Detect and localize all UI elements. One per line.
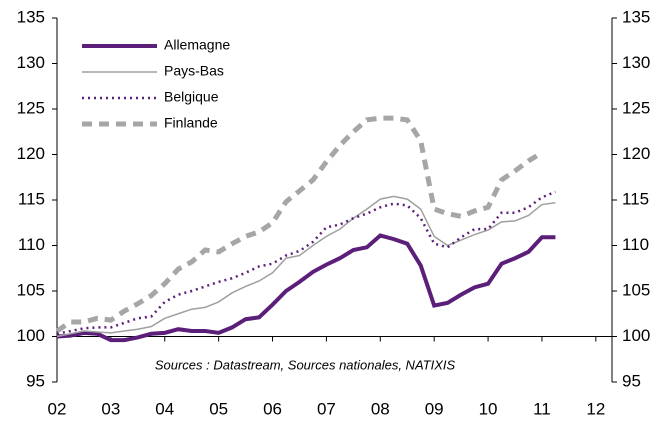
y2-tick-label: 105 — [622, 280, 650, 299]
y-tick-label: 110 — [18, 235, 45, 254]
y2-tick-label: 125 — [622, 98, 650, 117]
y2-tick-label: 120 — [622, 144, 650, 163]
y-tick-label: 100 — [17, 326, 45, 345]
y2-tick-label: 100 — [622, 326, 650, 345]
y-tick-label: 120 — [17, 144, 45, 163]
series-line — [56, 233, 556, 343]
x-tick-label: 04 — [155, 399, 174, 418]
annotation: Sources : Datastream, Sources nationales… — [155, 357, 456, 372]
x-tick-label: 06 — [263, 399, 282, 418]
x-tick-label: 02 — [48, 399, 67, 418]
legend: Allemagne Pays-Bas Belgique Finlande — [82, 37, 230, 131]
x-tick-label: 10 — [479, 399, 498, 418]
legend-label: Allemagne — [164, 37, 230, 53]
y2-tick-label: 110 — [622, 235, 649, 254]
y-tick-label: 95 — [26, 371, 45, 390]
x-tick-label: 05 — [209, 399, 228, 418]
legend-label: Belgique — [164, 89, 219, 105]
x-tick-label: 08 — [371, 399, 390, 418]
series-line — [55, 115, 544, 334]
legend-label: Pays-Bas — [164, 63, 224, 79]
x-tick-label: 11 — [533, 399, 551, 418]
y-tick-label: 115 — [18, 189, 45, 208]
x-tick-label: 03 — [101, 399, 120, 418]
x-tick-label: 09 — [425, 399, 444, 418]
y2-tick-label: 95 — [622, 371, 641, 390]
y2-tick-label: 130 — [622, 53, 650, 72]
y-tick-label: 130 — [17, 53, 45, 72]
y-tick-label: 135 — [17, 7, 45, 26]
x-tick-label: 12 — [586, 399, 605, 418]
y-tick-label: 105 — [17, 280, 45, 299]
x-tick-label: 07 — [317, 399, 336, 418]
y2-tick-label: 115 — [622, 189, 649, 208]
legend-label: Finlande — [164, 115, 218, 131]
series-line — [56, 190, 556, 335]
series-line — [56, 195, 556, 338]
y2-tick-label: 135 — [622, 7, 650, 26]
y-tick-label: 125 — [17, 98, 45, 117]
